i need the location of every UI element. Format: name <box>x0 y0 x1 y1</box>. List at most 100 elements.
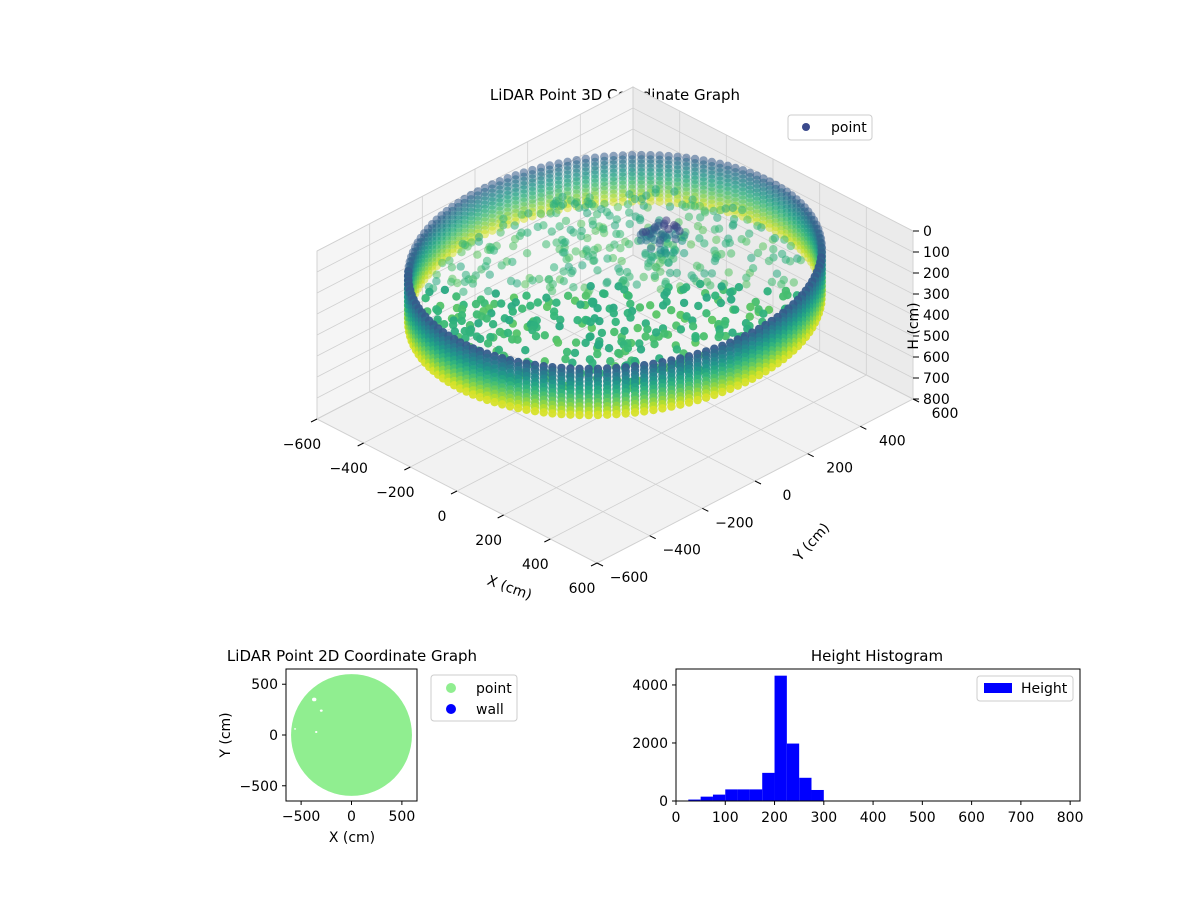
lidar-point <box>553 338 563 347</box>
lidar-point <box>753 248 763 258</box>
lidar-point <box>438 258 447 268</box>
lidar-point <box>691 334 700 343</box>
lidar-point <box>590 256 599 265</box>
lidar-point <box>482 395 492 405</box>
lidar-point <box>569 283 578 292</box>
y-axis-label-2d: Y (cm) <box>218 712 234 758</box>
lidar-point <box>746 302 755 312</box>
lidar-point <box>636 345 646 354</box>
lidar-point <box>789 278 798 287</box>
lidar-point <box>523 228 532 237</box>
histogram-title: Height Histogram <box>811 647 943 665</box>
tick-label-y: 600 <box>932 406 959 422</box>
lidar-point <box>712 235 721 245</box>
lidar-point <box>542 293 551 302</box>
lidar-point <box>747 253 756 263</box>
lidar-point <box>466 328 475 337</box>
lidar-point <box>582 245 591 254</box>
lidar-point <box>616 244 625 253</box>
lidar-point <box>566 410 575 419</box>
lidar-point <box>459 287 468 296</box>
lidar-point <box>605 243 614 252</box>
lidar-point <box>432 277 441 286</box>
lidar-point <box>571 247 580 256</box>
lidar-point <box>585 332 594 342</box>
lidar-point <box>681 202 690 211</box>
lidar-point <box>641 332 650 341</box>
lidar-point <box>581 338 590 348</box>
lidar-point <box>528 276 537 285</box>
lidar-point <box>549 263 559 272</box>
lidar-point <box>505 402 515 411</box>
lidar-point <box>603 254 612 263</box>
lidar-point <box>584 252 593 261</box>
tick-mark-y <box>702 507 709 512</box>
lidar-point <box>637 194 647 204</box>
tick-label-x-hist: 100 <box>712 810 739 826</box>
lidar-point <box>748 264 758 273</box>
lidar-point <box>767 363 776 372</box>
lidar-point <box>733 381 742 390</box>
lidar-point <box>475 393 485 402</box>
lidar-point <box>636 236 646 245</box>
lidar-point <box>583 233 592 243</box>
lidar-point <box>711 291 720 300</box>
chart-2d-title: LiDAR Point 2D Coordinate Graph <box>227 647 477 665</box>
lidar-point <box>611 317 620 327</box>
lidar-point <box>594 340 603 350</box>
lidar-point <box>474 237 484 246</box>
lidar-point <box>655 238 664 248</box>
lidar-point <box>620 285 629 294</box>
tick-label-y-2d: 500 <box>251 677 278 693</box>
chart-2d-ticks: −500−500 0 0 500 500 <box>240 677 416 825</box>
tick-mark-y <box>807 453 814 458</box>
lidar-point <box>650 223 660 232</box>
lidar-point <box>726 249 736 258</box>
lidar-point <box>486 332 495 342</box>
lidar-point <box>586 282 595 291</box>
lidar-point <box>462 387 471 396</box>
lidar-point <box>742 280 751 289</box>
lidar-point <box>707 269 717 278</box>
tick-label-x: 400 <box>522 557 549 573</box>
lidar-point <box>562 347 572 357</box>
lidar-point <box>533 222 542 232</box>
lidar-point <box>521 280 530 289</box>
tick-label-x-hist: 200 <box>761 810 788 826</box>
lidar-point <box>509 241 518 251</box>
lidar-point <box>488 320 498 329</box>
lidar-point <box>664 258 673 267</box>
lidar-point <box>640 407 649 416</box>
lidar-point <box>675 226 684 236</box>
tick-label-y-hist: 4000 <box>632 678 668 694</box>
lidar-point <box>503 328 513 338</box>
tick-label-y-2d: −500 <box>240 779 278 795</box>
lidar-point <box>702 293 711 302</box>
chart-3d-title: LiDAR Point 3D Coordinate Graph <box>490 86 740 104</box>
lidar-point <box>447 277 456 286</box>
tick-mark-y <box>649 535 656 540</box>
histogram-spines <box>675 668 1081 802</box>
lidar-point <box>574 203 584 212</box>
lidar-point <box>767 277 777 287</box>
lidar-point <box>682 312 691 321</box>
lidar-point <box>742 237 751 246</box>
lidar-point <box>494 345 504 354</box>
tick-label-y: −200 <box>715 515 753 531</box>
lidar-point <box>460 277 470 287</box>
lidar-point <box>599 225 608 234</box>
lidar-point <box>646 301 655 310</box>
lidar-point <box>449 320 458 330</box>
axes-3d-ticks: −600 −400 −200 0 200 400 600 −600 −400 −200 0 200 40… <box>283 224 959 597</box>
lidar-point <box>615 267 625 276</box>
lidar-point <box>456 262 465 271</box>
lidar-point <box>699 332 708 341</box>
lidar-point <box>577 219 586 229</box>
lidar-point <box>457 305 467 314</box>
lidar-point <box>548 409 557 418</box>
tick-label-y-hist: 0 <box>659 794 668 810</box>
tick-mark-x <box>544 538 551 543</box>
lidar-point <box>450 327 459 336</box>
lidar-point <box>604 344 614 353</box>
lidar-point <box>714 332 723 342</box>
